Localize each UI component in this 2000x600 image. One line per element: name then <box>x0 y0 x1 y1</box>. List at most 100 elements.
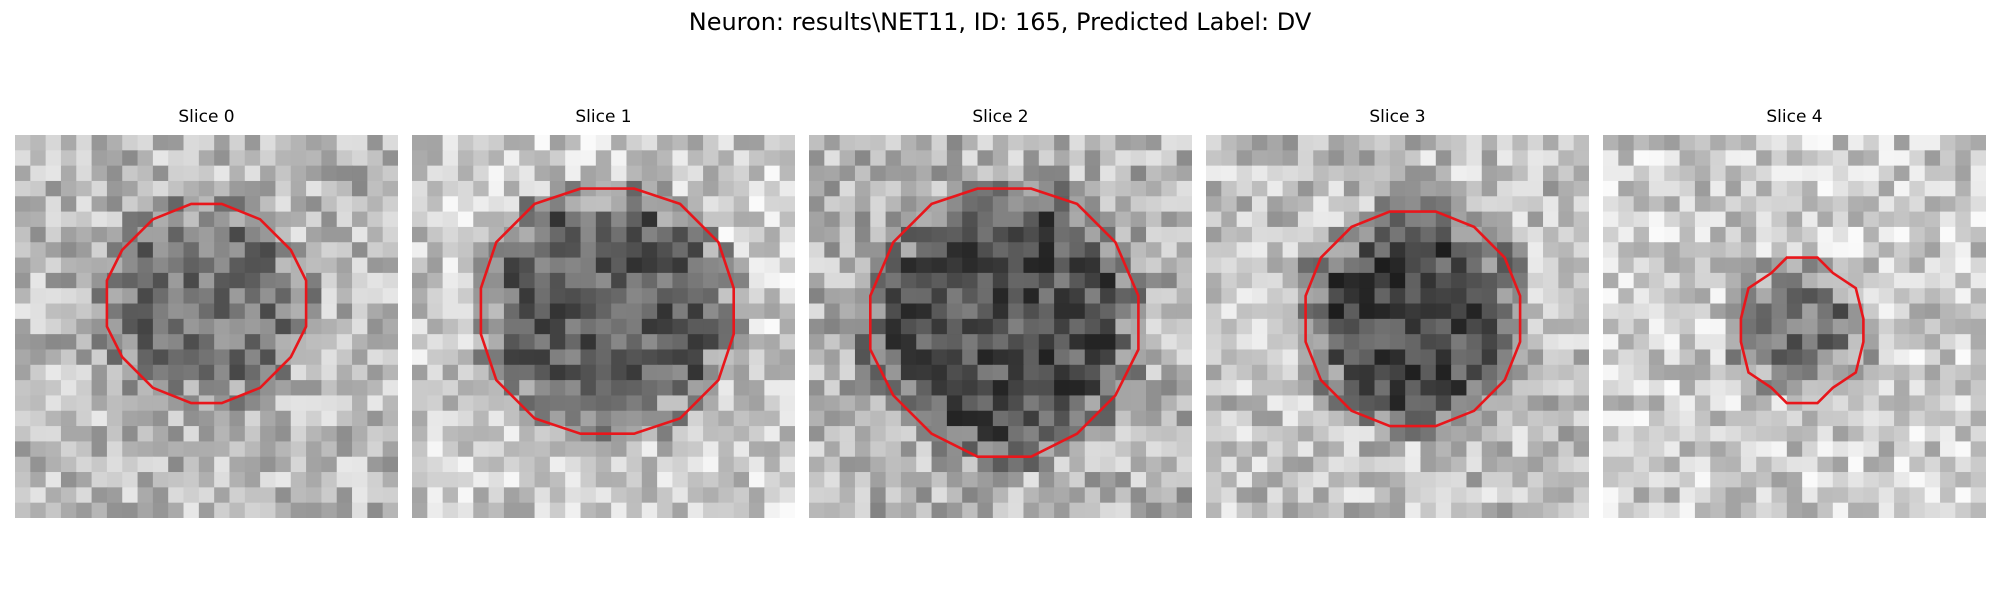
image-pixel <box>183 135 200 151</box>
image-pixel <box>1466 472 1483 488</box>
image-pixel <box>1543 180 1559 197</box>
image-pixel <box>1786 226 1803 243</box>
image-pixel <box>733 226 750 243</box>
image-pixel <box>1374 135 1391 151</box>
image-pixel <box>152 364 169 381</box>
image-pixel <box>260 395 277 412</box>
image-pixel <box>1084 334 1101 351</box>
image-pixel <box>382 364 398 381</box>
image-pixel <box>1313 303 1330 320</box>
image-pixel <box>1558 226 1575 243</box>
image-pixel <box>549 257 566 274</box>
image-pixel <box>626 334 643 351</box>
image-pixel <box>244 395 261 412</box>
image-pixel <box>214 180 231 197</box>
image-pixel <box>1221 472 1238 488</box>
image-pixel <box>962 257 979 274</box>
image-pixel <box>931 180 948 197</box>
image-pixel <box>687 426 704 442</box>
image-pixel <box>1802 349 1819 366</box>
image-pixel <box>382 196 398 213</box>
image-pixel <box>275 257 292 274</box>
image-pixel <box>565 472 582 488</box>
image-pixel <box>137 257 154 274</box>
image-pixel <box>657 180 674 197</box>
image-pixel <box>1573 395 1589 412</box>
image-pixel <box>1405 334 1422 351</box>
image-pixel <box>76 196 93 213</box>
image-pixel <box>1297 395 1314 412</box>
image-pixel <box>687 226 704 243</box>
image-pixel <box>1648 472 1665 488</box>
image-pixel <box>519 165 536 182</box>
image-pixel <box>1328 472 1345 488</box>
image-pixel <box>106 472 123 488</box>
image-pixel <box>992 364 1009 381</box>
image-pixel <box>1038 288 1055 305</box>
image-pixel <box>306 180 322 197</box>
image-pixel <box>1618 395 1635 412</box>
image-pixel <box>106 410 123 427</box>
image-pixel <box>1328 257 1345 274</box>
image-pixel <box>1054 380 1071 397</box>
image-pixel <box>1878 288 1895 305</box>
image-pixel <box>733 472 750 488</box>
image-pixel <box>30 472 47 488</box>
image-pixel <box>565 349 582 366</box>
image-pixel <box>1648 456 1665 473</box>
image-pixel <box>1176 196 1192 213</box>
image-pixel <box>229 380 246 397</box>
image-pixel <box>306 349 322 366</box>
image-pixel <box>1435 456 1452 473</box>
image-pixel <box>519 257 536 274</box>
image-pixel <box>137 242 154 259</box>
image-pixel <box>45 303 62 320</box>
image-pixel <box>1282 272 1299 289</box>
image-pixel <box>1130 196 1147 213</box>
image-pixel <box>290 150 307 167</box>
image-pixel <box>1894 472 1910 488</box>
image-pixel <box>1955 165 1972 182</box>
image-pixel <box>1679 410 1696 427</box>
image-pixel <box>1100 364 1116 381</box>
image-pixel <box>854 502 871 518</box>
image-pixel <box>137 395 154 412</box>
image-pixel <box>931 364 948 381</box>
image-pixel <box>718 472 735 488</box>
image-pixel <box>1343 257 1360 274</box>
image-pixel <box>854 318 871 335</box>
image-pixel <box>1573 288 1589 305</box>
image-pixel <box>839 487 856 504</box>
image-pixel <box>1282 318 1299 335</box>
image-pixel <box>1894 180 1910 197</box>
image-pixel <box>1603 441 1619 458</box>
image-pixel <box>764 242 781 259</box>
image-pixel <box>1664 180 1681 197</box>
image-pixel <box>1206 180 1222 197</box>
image-pixel <box>442 472 459 488</box>
image-pixel <box>1038 410 1055 427</box>
image-pixel <box>183 349 200 366</box>
image-pixel <box>1512 395 1529 412</box>
image-pixel <box>779 364 795 381</box>
image-pixel <box>1648 150 1665 167</box>
image-pixel <box>382 165 398 182</box>
image-pixel <box>687 318 704 335</box>
image-pixel <box>168 272 185 289</box>
image-pixel <box>1940 196 1956 213</box>
image-pixel <box>1725 135 1742 151</box>
image-pixel <box>306 487 322 504</box>
image-pixel <box>382 395 398 412</box>
image-pixel <box>1786 364 1803 381</box>
image-pixel <box>900 135 917 151</box>
image-pixel <box>1909 135 1926 151</box>
image-pixel <box>106 288 123 305</box>
image-pixel <box>1497 150 1513 167</box>
image-pixel <box>1146 472 1162 488</box>
image-pixel <box>1817 303 1834 320</box>
image-pixel <box>1176 150 1192 167</box>
image-pixel <box>503 441 520 458</box>
image-pixel <box>1206 257 1222 274</box>
image-pixel <box>1725 226 1742 243</box>
image-pixel <box>703 242 719 259</box>
